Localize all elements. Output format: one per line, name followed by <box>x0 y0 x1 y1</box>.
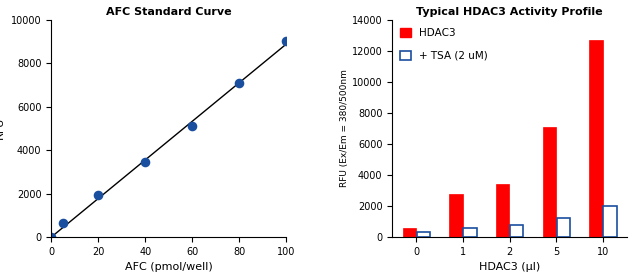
Bar <box>403 228 416 237</box>
Point <box>281 39 291 44</box>
X-axis label: HDAC3 (µl): HDAC3 (µl) <box>479 263 540 272</box>
Bar <box>496 184 509 237</box>
Point <box>46 235 56 239</box>
Bar <box>589 40 602 237</box>
Bar <box>463 228 477 237</box>
Bar <box>510 225 523 237</box>
X-axis label: AFC (pmol/well): AFC (pmol/well) <box>125 263 212 272</box>
Point <box>93 193 103 197</box>
Bar <box>543 127 556 237</box>
Point <box>58 221 68 225</box>
Title: Typical HDAC3 Activity Profile: Typical HDAC3 Activity Profile <box>417 7 603 17</box>
Bar <box>557 218 570 237</box>
Bar <box>449 194 463 237</box>
Title: AFC Standard Curve: AFC Standard Curve <box>106 7 232 17</box>
Y-axis label: RFU (Ex/Em = 380/500nm: RFU (Ex/Em = 380/500nm <box>340 69 349 187</box>
Point <box>234 80 244 85</box>
Legend: HDAC3, + TSA (2 uM): HDAC3, + TSA (2 uM) <box>397 25 491 64</box>
Y-axis label: RFU: RFU <box>0 117 5 140</box>
Point <box>140 160 150 164</box>
Bar <box>417 232 430 237</box>
Bar <box>604 206 616 237</box>
Point <box>187 124 197 128</box>
